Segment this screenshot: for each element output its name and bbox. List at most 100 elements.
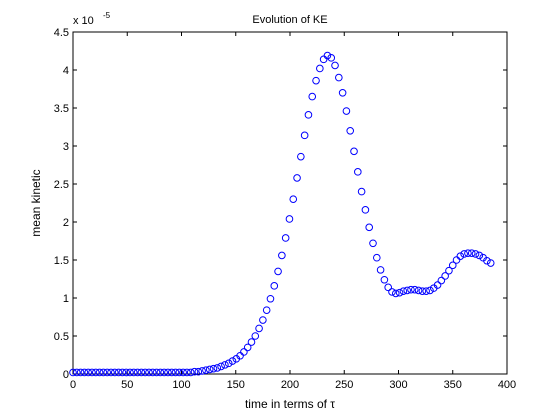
data-point xyxy=(452,256,461,264)
plot-area xyxy=(72,31,508,375)
data-point xyxy=(414,286,423,295)
data-point xyxy=(164,368,172,377)
data-point xyxy=(198,367,206,375)
data-point xyxy=(388,288,396,296)
data-point xyxy=(357,187,366,196)
x-tick-labels: 0 50 100 150 200 250 300 350 400 xyxy=(70,379,516,391)
y-tick-label: 0.5 xyxy=(54,331,69,343)
x-tick-label: 400 xyxy=(498,379,516,391)
data-point xyxy=(99,368,108,377)
data-point xyxy=(350,147,358,156)
data-point xyxy=(129,368,138,377)
data-point xyxy=(72,368,81,377)
y-axis-label: mean kinetic xyxy=(29,169,43,236)
data-point xyxy=(186,368,195,377)
data-point xyxy=(202,366,210,375)
data-point xyxy=(319,55,328,64)
data-point xyxy=(114,368,123,377)
data-point xyxy=(365,223,374,232)
data-point xyxy=(308,92,317,101)
data-point xyxy=(133,368,142,377)
data-point xyxy=(285,215,294,223)
data-point xyxy=(346,127,355,135)
data-point xyxy=(475,251,484,260)
data-point xyxy=(403,286,411,295)
x-tick-label: 300 xyxy=(389,379,407,391)
data-point xyxy=(76,368,85,377)
data-point xyxy=(103,368,111,377)
data-point xyxy=(243,343,252,352)
data-point xyxy=(95,368,104,377)
data-point xyxy=(194,367,203,376)
data-point xyxy=(376,266,385,274)
data-point xyxy=(331,61,339,70)
data-point xyxy=(69,368,77,377)
data-point xyxy=(183,368,191,377)
x-tick-label: 50 xyxy=(121,379,133,391)
data-point xyxy=(391,289,400,298)
data-points xyxy=(69,51,495,377)
data-point xyxy=(441,272,449,280)
x-tick-label: 100 xyxy=(172,379,190,391)
data-point xyxy=(118,368,127,377)
data-point xyxy=(255,324,263,333)
data-point xyxy=(456,252,465,261)
data-point xyxy=(395,288,404,297)
data-point xyxy=(380,275,389,284)
data-point xyxy=(316,64,324,73)
data-point xyxy=(369,239,377,248)
data-point xyxy=(88,368,96,377)
data-point xyxy=(205,365,214,374)
y-tick-label: 4 xyxy=(63,65,69,77)
data-point xyxy=(251,332,260,340)
data-point xyxy=(464,249,472,257)
data-point xyxy=(445,266,453,275)
x-tick-label: 200 xyxy=(281,379,299,391)
data-point xyxy=(407,285,415,294)
y-tick-label: 4.5 xyxy=(54,27,69,39)
data-point xyxy=(247,338,256,346)
y-axis-exponent: -5 xyxy=(103,11,111,20)
y-tick-label: 3 xyxy=(63,141,69,153)
data-point xyxy=(171,368,180,377)
data-point xyxy=(338,89,347,97)
data-point xyxy=(228,357,237,365)
data-point xyxy=(293,174,301,182)
data-point xyxy=(217,362,225,371)
data-point xyxy=(361,206,370,214)
data-point xyxy=(274,267,282,276)
data-point xyxy=(179,368,187,377)
data-point xyxy=(437,276,446,285)
data-point xyxy=(213,364,222,372)
data-point xyxy=(304,111,313,119)
data-point xyxy=(312,76,320,85)
data-point xyxy=(448,261,457,270)
data-point xyxy=(152,368,161,377)
y-tick-label: 2 xyxy=(63,217,69,229)
data-point xyxy=(278,251,286,260)
data-point xyxy=(354,168,362,176)
data-point xyxy=(262,306,271,314)
data-point xyxy=(327,54,336,62)
data-point xyxy=(84,368,92,377)
x-axis-label: time in terms of τ xyxy=(245,397,335,411)
data-point xyxy=(221,361,229,369)
data-point xyxy=(236,351,244,360)
data-point xyxy=(483,256,491,265)
data-point xyxy=(323,51,332,60)
data-point xyxy=(175,368,184,377)
data-point xyxy=(240,348,248,356)
data-point xyxy=(297,152,305,161)
tick-marks xyxy=(72,31,508,375)
data-point xyxy=(148,368,157,377)
data-point xyxy=(422,287,430,295)
data-point xyxy=(373,253,381,262)
data-point xyxy=(126,368,134,377)
data-point xyxy=(160,368,168,377)
data-point xyxy=(110,368,119,377)
data-point xyxy=(471,250,480,258)
x-tick-label: 0 xyxy=(70,379,76,391)
data-point xyxy=(145,368,153,377)
data-point xyxy=(167,368,176,377)
data-point xyxy=(460,250,468,258)
